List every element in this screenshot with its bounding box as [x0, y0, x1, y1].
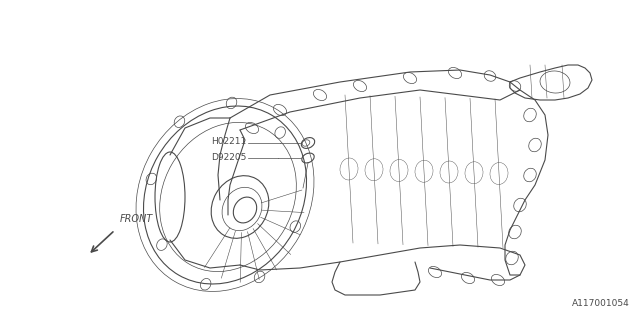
Text: A117001054: A117001054	[572, 299, 630, 308]
Text: D92205: D92205	[211, 153, 246, 162]
Text: FRONT: FRONT	[120, 214, 153, 224]
Text: H02211: H02211	[211, 137, 246, 146]
